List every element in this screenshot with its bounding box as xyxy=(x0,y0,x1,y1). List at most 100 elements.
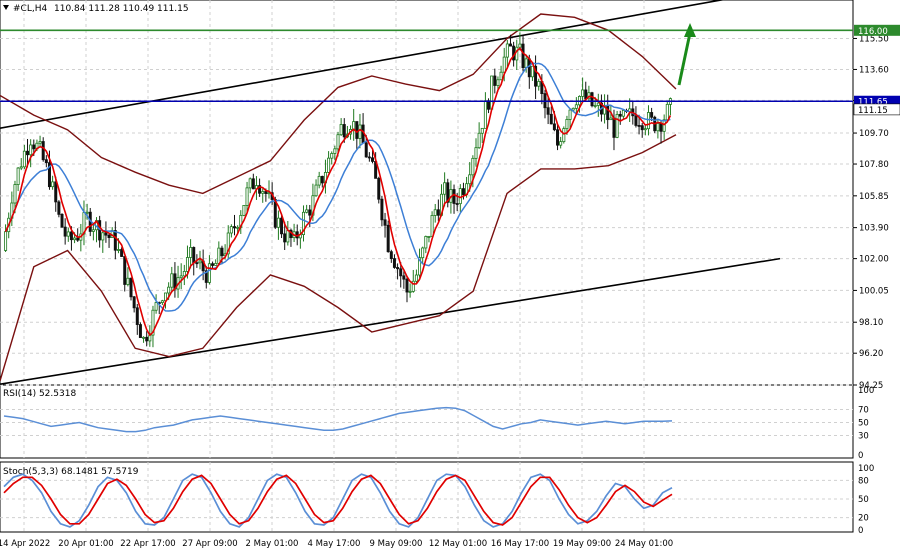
time-tick-label: 9 May 09:00 xyxy=(370,539,423,549)
candle-body xyxy=(151,309,155,336)
candle-body xyxy=(245,187,249,206)
candle-body xyxy=(389,251,393,259)
candle-body xyxy=(138,324,142,338)
candle-body xyxy=(480,127,484,134)
candle-body xyxy=(286,229,290,243)
time-tick-label: 22 Apr 17:00 xyxy=(120,539,175,549)
candle-body xyxy=(185,257,189,272)
candle-body xyxy=(66,231,70,237)
stoch-tick-label: 100 xyxy=(858,464,874,474)
candle-body xyxy=(195,262,199,265)
candle-body xyxy=(214,263,218,266)
time-axis: 14 Apr 2022 20 Apr 01:00 22 Apr 17:00 27 Ap… xyxy=(0,539,673,549)
candle-body xyxy=(637,125,641,127)
price-tick-label: 105.85 xyxy=(859,192,889,202)
candle-body xyxy=(342,124,346,138)
candle-body xyxy=(414,274,418,282)
candle-body xyxy=(546,107,550,115)
time-tick-label: 24 May 01:00 xyxy=(615,539,673,549)
candle-body xyxy=(571,107,575,111)
candle-body xyxy=(308,209,312,216)
candle-body xyxy=(424,236,428,249)
ohlc-values: 110.84 111.28 110.49 111.15 xyxy=(54,4,189,14)
price-axis: 115.50113.60111.70109.70107.80105.85103.… xyxy=(853,24,900,391)
candle-body xyxy=(433,209,437,216)
candle-body xyxy=(41,141,45,161)
price-tick-label: 102.00 xyxy=(859,255,889,265)
candle-body xyxy=(91,229,95,232)
price-tick-label: 109.70 xyxy=(859,129,889,139)
candle-body xyxy=(116,249,120,251)
stoch-pane: Stoch(5,3,3) 68.1481 57.5719 xyxy=(0,467,853,528)
candle-body xyxy=(57,201,61,215)
stoch-tick-label: 20 xyxy=(858,514,869,524)
candle-body xyxy=(220,247,224,257)
collapse-triangle-icon[interactable] xyxy=(3,5,9,10)
time-tick-label: 12 May 01:00 xyxy=(429,539,487,549)
candle-body xyxy=(189,247,193,258)
candle-body xyxy=(458,188,462,205)
candle-body xyxy=(559,141,563,146)
candle-body xyxy=(248,178,252,189)
rsi-pane: RSI(14) 52.5318 xyxy=(0,389,853,436)
candle-body xyxy=(145,336,149,342)
candle-body xyxy=(530,65,534,78)
candle-body xyxy=(280,217,284,235)
symbol-label: #CL,H4 xyxy=(13,4,47,14)
candle-body xyxy=(19,166,23,169)
candle-body xyxy=(411,280,415,292)
candle-body xyxy=(264,191,268,194)
rsi-line xyxy=(3,406,673,433)
resistance-level-label: 116.00 xyxy=(858,27,888,37)
candle-body xyxy=(283,233,287,243)
channel-lower-line xyxy=(0,257,781,385)
candle-body xyxy=(320,175,324,184)
candle-body xyxy=(490,75,494,110)
candle-body xyxy=(556,129,560,146)
candle-body xyxy=(217,247,221,264)
candle-body xyxy=(104,232,108,236)
candle-body xyxy=(502,56,506,73)
candle-body xyxy=(584,89,588,100)
candle-body xyxy=(646,112,650,130)
candle-body xyxy=(621,110,625,117)
candle-body xyxy=(170,273,174,288)
candle-body xyxy=(455,203,459,205)
chart-header: #CL,H4 110.84 111.28 110.49 111.15 xyxy=(3,4,189,14)
candle-body xyxy=(364,142,368,158)
candle-body xyxy=(596,102,600,106)
ma-slow-line xyxy=(4,62,671,312)
candle-body xyxy=(574,104,578,109)
candle-body xyxy=(640,125,644,131)
candle-body xyxy=(76,237,80,241)
bollinger-upper-band xyxy=(0,13,677,195)
price-level-label: 111.15 xyxy=(858,106,888,116)
candle-body xyxy=(63,226,67,237)
candle-body xyxy=(552,123,556,131)
candle-body xyxy=(305,209,309,213)
time-tick-label: 16 May 17:00 xyxy=(491,539,549,549)
candle-body xyxy=(13,184,17,204)
price-tick-label: 98.10 xyxy=(859,318,883,328)
pivot-level-badge xyxy=(854,95,900,107)
candle-body xyxy=(330,153,334,159)
channel-upper-line xyxy=(0,0,726,129)
candle-body xyxy=(69,231,73,241)
candle-body xyxy=(85,211,89,214)
candle-body xyxy=(524,58,528,69)
candle-body xyxy=(32,144,36,150)
rsi-tick-label: 100 xyxy=(858,386,874,396)
rsi-tick-label: 50 xyxy=(858,419,869,429)
candle-body xyxy=(618,113,622,117)
candle-body xyxy=(226,232,230,255)
time-tick-label: 27 Apr 09:00 xyxy=(182,539,237,549)
price-pane xyxy=(0,0,853,385)
candle-body xyxy=(421,247,425,259)
candle-body xyxy=(452,189,456,204)
candle-body xyxy=(113,230,117,251)
candle-body xyxy=(339,124,343,136)
candle-body xyxy=(643,128,647,131)
candle-body xyxy=(204,270,208,283)
rsi-tick-label: 30 xyxy=(858,432,869,442)
